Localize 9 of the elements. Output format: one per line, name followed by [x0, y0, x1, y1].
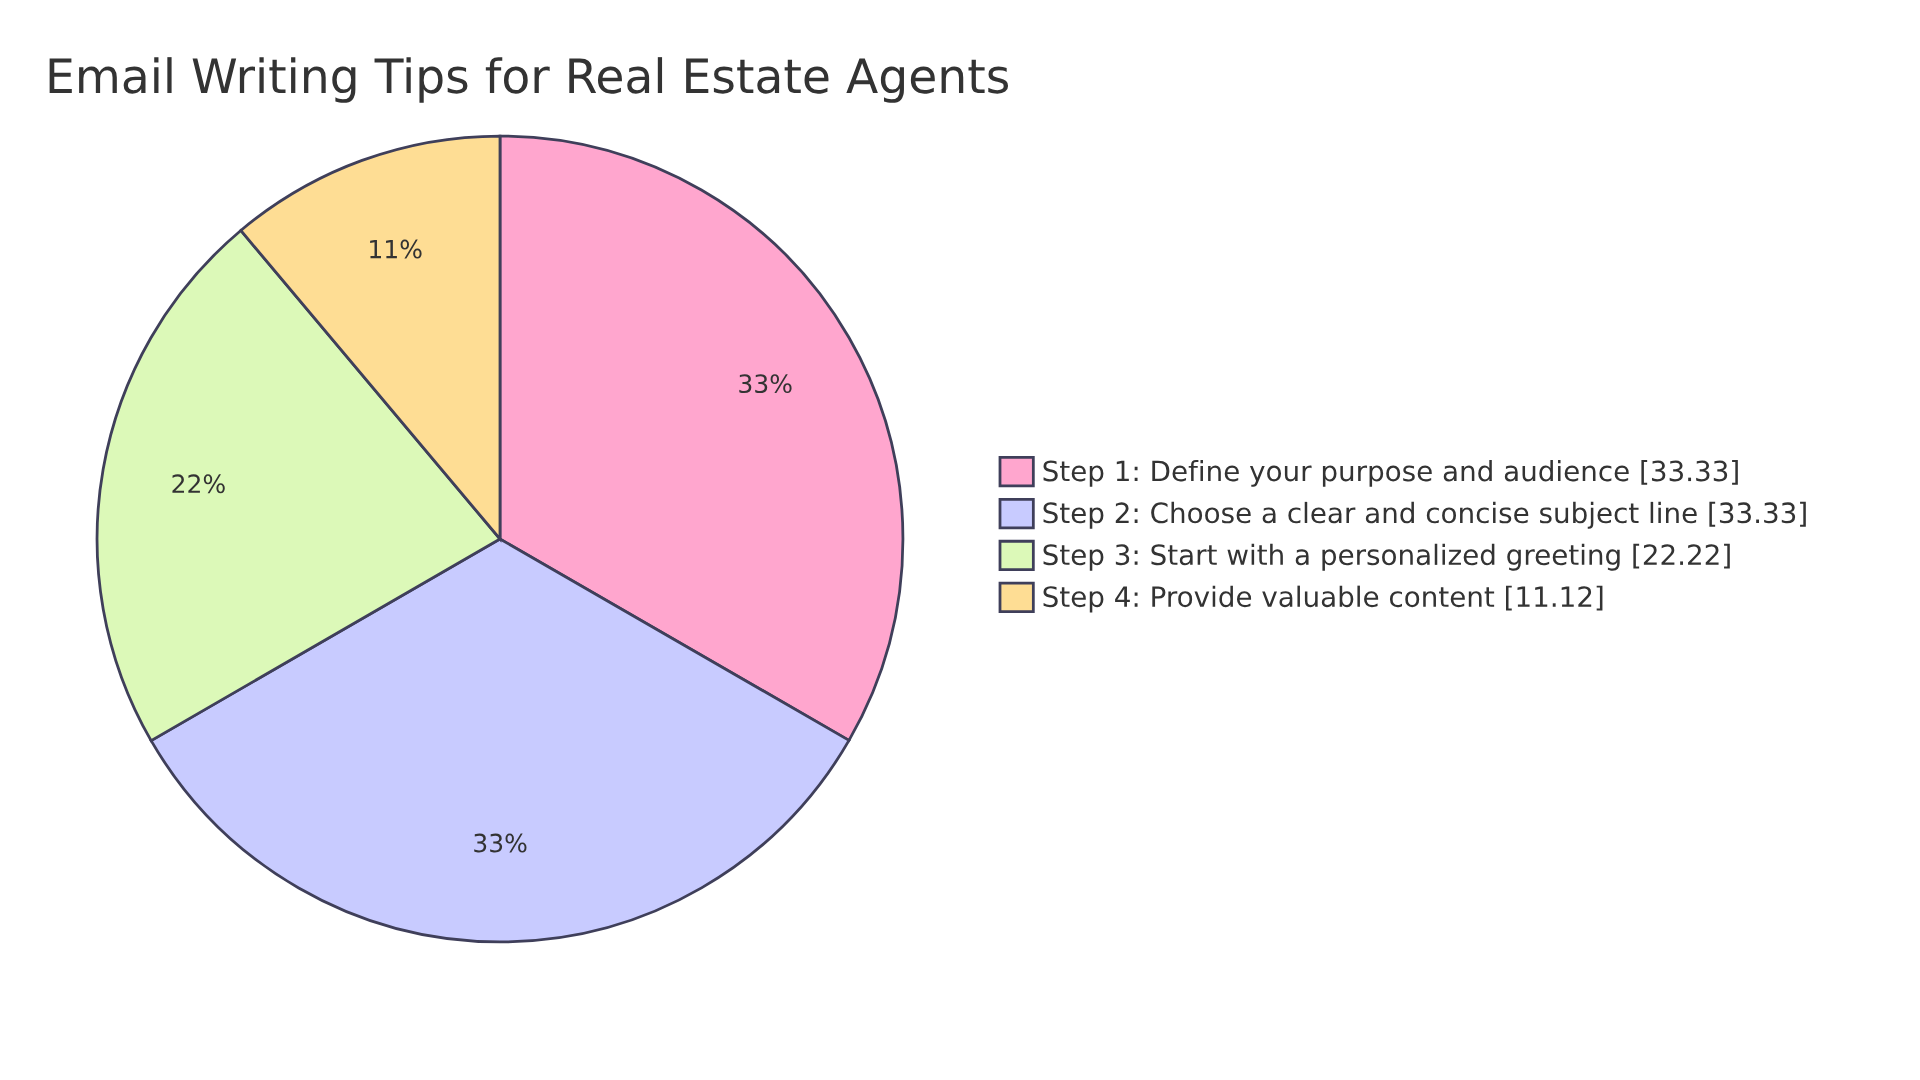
- data-label: 11%: [370, 239, 422, 259]
- data-label: 33%: [739, 374, 792, 394]
- data-label: 33%: [474, 833, 527, 853]
- legend-label: Step 3: Start with a personalized greeting [22.22]: [1043, 543, 1730, 571]
- data-label: 22%: [172, 474, 225, 494]
- legend-label: Step 2: Choose a clear and concise subject line [33.33]: [1043, 501, 1806, 529]
- legend-label: Step 4: Provide valuable content [11.12]: [1043, 585, 1603, 613]
- chart-title: Email Writing Tips for Real Estate Agents: [49, 57, 1009, 103]
- legend-label: Step 1: Define your purpose and audience [33.33]: [1043, 459, 1738, 487]
